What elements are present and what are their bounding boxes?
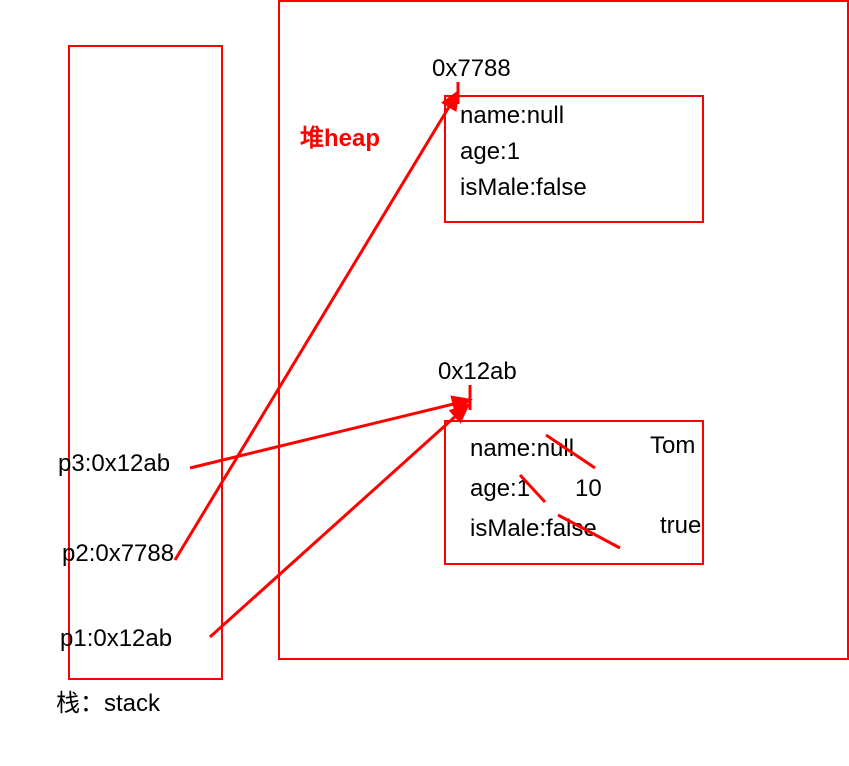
heap-obj2-age-new: 10 — [575, 475, 602, 504]
heap-obj2-ismale: isMale:false — [470, 515, 597, 544]
stack-entry-p3: p3:0x12ab — [58, 450, 170, 479]
stack-entry-p1: p1:0x12ab — [60, 625, 172, 654]
heap-obj1-name: name:null — [460, 102, 564, 131]
heap-label: 堆heap — [300, 125, 380, 154]
heap-obj2-age: age:1 — [470, 475, 530, 504]
diagram-root: 栈：stack p3:0x12ab p2:0x7788 p1:0x12ab 堆h… — [0, 0, 849, 766]
stack-entry-p2: p2:0x7788 — [62, 540, 174, 569]
heap-obj2-name: name:null — [470, 435, 574, 464]
heap-obj2-ismale-new: true — [660, 512, 701, 541]
heap-obj2-name-new: Tom — [650, 432, 695, 461]
heap-obj2-addr: 0x12ab — [438, 358, 517, 387]
heap-obj1-ismale: isMale:false — [460, 174, 587, 203]
heap-obj1-age: age:1 — [460, 138, 520, 167]
stack-box — [68, 45, 223, 680]
heap-obj1-addr: 0x7788 — [432, 55, 511, 84]
stack-label: 栈：stack — [56, 690, 160, 719]
